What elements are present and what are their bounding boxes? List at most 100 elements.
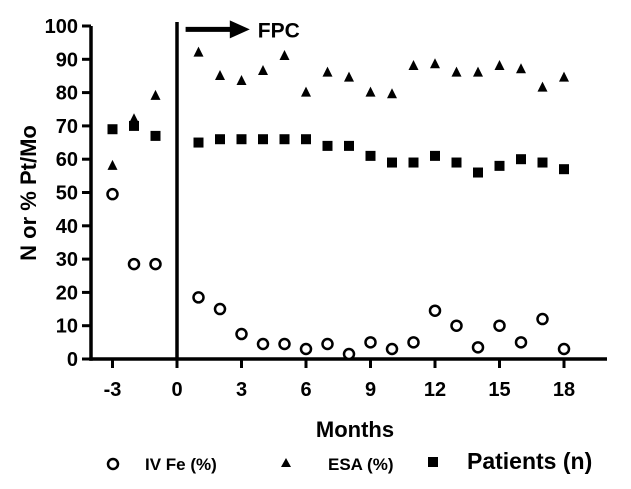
series-square (107, 120, 569, 178)
fpc-annotation: FPC (185, 19, 300, 42)
data-point-esa (215, 69, 225, 80)
legend-marker-esa (281, 458, 291, 467)
data-point-ivfe (536, 312, 549, 326)
x-tick-label: 18 (553, 379, 575, 401)
data-point-ivfe (364, 336, 377, 349)
data-point-ivfe (256, 337, 270, 351)
data-point-esa (408, 59, 419, 70)
data-point-ivfe (192, 291, 205, 304)
data-point-esa (236, 74, 247, 85)
x-tick-label: 6 (300, 379, 311, 401)
data-point-ivfe (213, 302, 227, 316)
data-point-patients (150, 130, 161, 141)
data-point-ivfe (299, 342, 313, 356)
data-point-esa (193, 46, 204, 57)
fpc-label: FPC (258, 19, 300, 42)
data-point-esa (537, 81, 548, 92)
y-tick-label: 60 (56, 149, 78, 171)
data-point-patients (494, 160, 505, 171)
x-tick-label: 9 (365, 379, 376, 401)
data-point-patients (236, 134, 247, 145)
x-tick-label: -3 (104, 379, 122, 401)
data-point-ivfe (514, 336, 528, 349)
data-point-patients (559, 164, 569, 175)
data-point-esa (451, 66, 462, 77)
y-tick-label: 40 (56, 216, 78, 238)
legend: IV Fe (%) ESA (%) Patients (n) (106, 448, 592, 474)
x-axis-title: Months (316, 417, 394, 442)
data-point-ivfe (493, 319, 506, 332)
fpc-arrow-head (229, 20, 250, 39)
data-point-patients (387, 157, 397, 168)
data-point-esa (344, 71, 354, 82)
data-point-ivfe (342, 347, 356, 361)
data-point-esa (559, 71, 569, 82)
data-point-ivfe (127, 257, 141, 271)
legend-marker-ivfe (106, 457, 120, 471)
legend-label-patients: Patients (n) (467, 448, 592, 474)
data-point-patients (193, 137, 204, 148)
data-point-patients (301, 134, 311, 145)
data-marks (106, 46, 571, 361)
data-point-patients (215, 134, 225, 145)
axes: 0 10 20 30 40 50 60 70 80 90 100 -3 0 3 6 9 12 15 18 (45, 16, 607, 401)
data-point-esa (387, 88, 397, 99)
y-tick-label: 100 (45, 16, 78, 38)
x-tick-label: 12 (424, 379, 446, 401)
data-point-ivfe (385, 342, 399, 356)
data-point-esa (279, 49, 290, 60)
data-point-ivfe (278, 337, 291, 351)
legend-label-esa: ESA (%) (328, 455, 394, 474)
y-tick-label: 0 (67, 349, 78, 371)
data-point-patients (107, 124, 118, 135)
y-tick-label: 50 (56, 183, 78, 205)
x-tick-label: 0 (171, 379, 182, 401)
data-point-esa (516, 63, 526, 74)
data-point-esa (473, 66, 483, 77)
y-tick-label: 80 (56, 83, 78, 105)
data-point-patients (516, 154, 526, 165)
x-tick-label: 15 (488, 379, 510, 401)
data-point-ivfe (321, 337, 334, 351)
x-tick-label: 3 (236, 379, 247, 401)
data-point-patients (451, 157, 462, 168)
data-point-esa (494, 59, 505, 70)
data-point-ivfe (149, 257, 162, 271)
series-triangle (107, 46, 569, 170)
y-tick-label: 10 (56, 316, 78, 338)
data-point-patients (129, 120, 139, 131)
y-tick-label: 30 (56, 249, 78, 271)
y-tick-label: 20 (56, 282, 78, 304)
data-point-esa (258, 64, 268, 75)
data-point-esa (107, 159, 118, 170)
data-point-ivfe (428, 304, 442, 317)
legend-label-ivfe: IV Fe (%) (145, 455, 217, 474)
data-point-patients (279, 134, 290, 145)
data-point-ivfe (407, 336, 420, 349)
series-open-circle (106, 187, 571, 361)
data-point-patients (430, 150, 440, 161)
data-point-patients (365, 150, 376, 161)
data-point-esa (365, 86, 376, 97)
data-point-patients (322, 140, 333, 151)
data-point-patients (537, 157, 548, 168)
data-point-patients (408, 157, 419, 168)
data-point-ivfe (557, 342, 571, 356)
data-point-esa (301, 86, 311, 97)
legend-marker-patients (428, 457, 438, 467)
data-point-ivfe (471, 341, 485, 354)
data-point-patients (344, 140, 354, 151)
data-point-ivfe (235, 327, 248, 341)
data-point-esa (430, 58, 440, 69)
data-point-esa (322, 66, 333, 77)
y-tick-label: 90 (56, 49, 78, 71)
data-point-ivfe (450, 319, 463, 332)
data-point-patients (258, 134, 268, 145)
data-point-esa (150, 89, 161, 100)
data-point-esa (129, 113, 139, 124)
data-point-patients (473, 167, 483, 178)
data-point-ivfe (106, 187, 119, 201)
y-axis-title: N or % Pt/Mo (16, 125, 41, 261)
y-tick-label: 70 (56, 116, 78, 138)
